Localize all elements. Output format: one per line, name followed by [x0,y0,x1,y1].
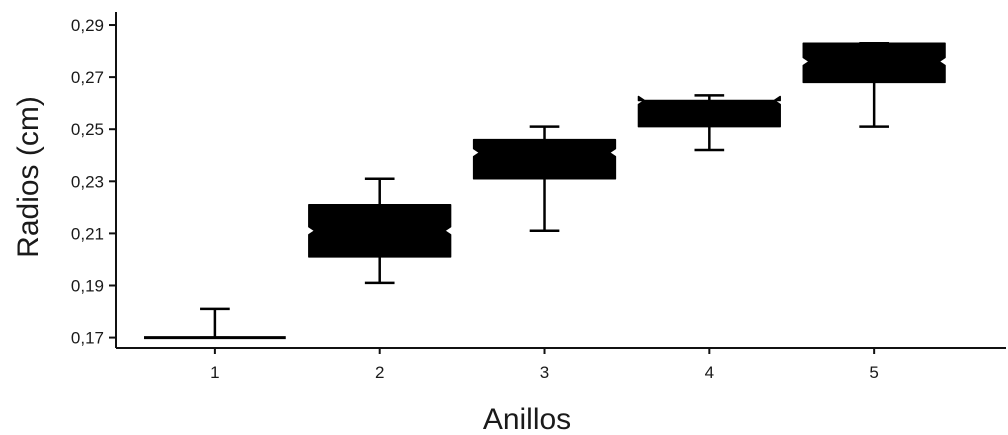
x-tick-label: 4 [705,363,714,382]
box-body [637,95,781,128]
y-tick-label: 0,25 [71,120,104,139]
box-body [472,138,617,180]
box-3 [472,125,617,233]
x-tick-label: 3 [540,363,549,382]
y-tick-label: 0,19 [71,276,104,295]
x-tick-label: 1 [210,363,219,382]
box-4 [637,94,781,152]
box-1 [144,307,286,340]
box-body [802,42,946,84]
x-tick-label: 5 [869,363,878,382]
y-axis-title: Radios (cm) [12,96,45,258]
boxes-group [144,42,946,340]
y-tick-label: 0,17 [71,329,104,348]
box-2 [308,177,452,285]
y-tick-label: 0,27 [71,68,104,87]
box-5 [802,42,946,128]
x-axis: 1 2 3 4 5 [116,347,1006,382]
x-tick-label: 2 [375,363,384,382]
y-tick-label: 0,23 [71,172,104,191]
box-body [308,203,452,258]
y-axis: 0,17 0,19 0,21 0,23 0,25 0,27 0,29 [71,12,117,348]
y-tick-label: 0,21 [71,224,104,243]
x-axis-title: Anillos [483,403,571,435]
y-tick-label: 0,29 [71,16,104,35]
